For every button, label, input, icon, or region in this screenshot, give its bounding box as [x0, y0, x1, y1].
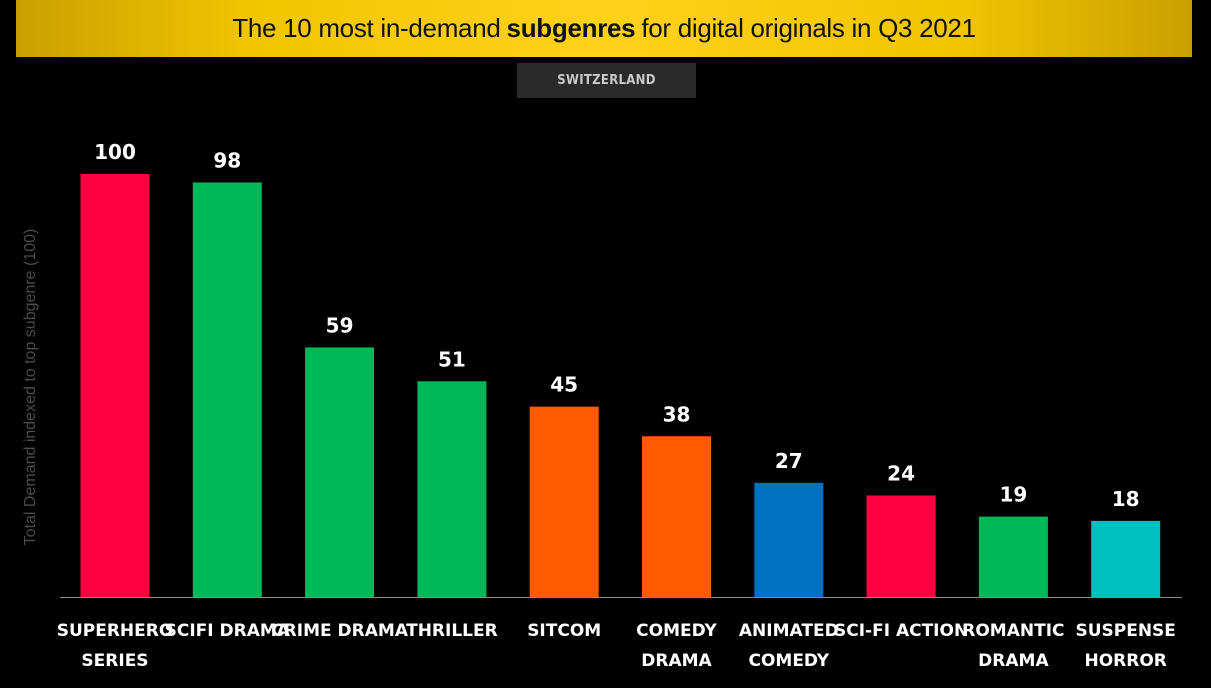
bar: [305, 347, 375, 597]
bar: [529, 406, 599, 597]
data-label: 98: [213, 148, 241, 172]
bar: [642, 436, 711, 597]
data-label: 59: [326, 313, 354, 337]
bar: [978, 516, 1048, 597]
data-label: 45: [550, 373, 578, 397]
data-label: 18: [1112, 487, 1140, 511]
bar: [1091, 520, 1161, 597]
title-text-bold: subgenres: [506, 13, 636, 43]
data-label: 100: [94, 140, 136, 164]
bar: [192, 182, 262, 597]
category-label: COMEDY DRAMA: [636, 621, 717, 671]
region-badge: SWITZERLAND: [517, 63, 696, 98]
category-label: SUSPENSE HORROR: [1075, 621, 1175, 671]
bar: [866, 495, 936, 597]
category-label: THRILLER: [406, 621, 498, 641]
data-label: 51: [438, 347, 466, 371]
category-label: SCIFI DRAMA: [165, 621, 291, 641]
title-text-pre: The 10 most in-demand: [232, 13, 501, 43]
category-label: SCI-FI ACTION: [834, 621, 968, 641]
bar: [417, 381, 487, 597]
category-label: SITCOM: [527, 621, 601, 641]
category-label: SUPERHERO SERIES: [57, 621, 174, 671]
category-label: CRIME DRAMA: [271, 621, 409, 641]
title-text-post: for digital originals in Q3 2021: [641, 13, 976, 43]
data-label: 19: [999, 483, 1027, 507]
data-label: 38: [663, 402, 691, 426]
category-label: ROMANTIC DRAMA: [962, 621, 1064, 671]
chart-title: The 10 most in-demand subgenres for digi…: [16, 0, 1192, 57]
category-label: ANIMATED COMEDY: [739, 621, 839, 671]
bar: [754, 482, 824, 597]
data-label: 27: [775, 449, 803, 473]
bar: [80, 174, 150, 597]
data-label: 24: [887, 461, 915, 485]
